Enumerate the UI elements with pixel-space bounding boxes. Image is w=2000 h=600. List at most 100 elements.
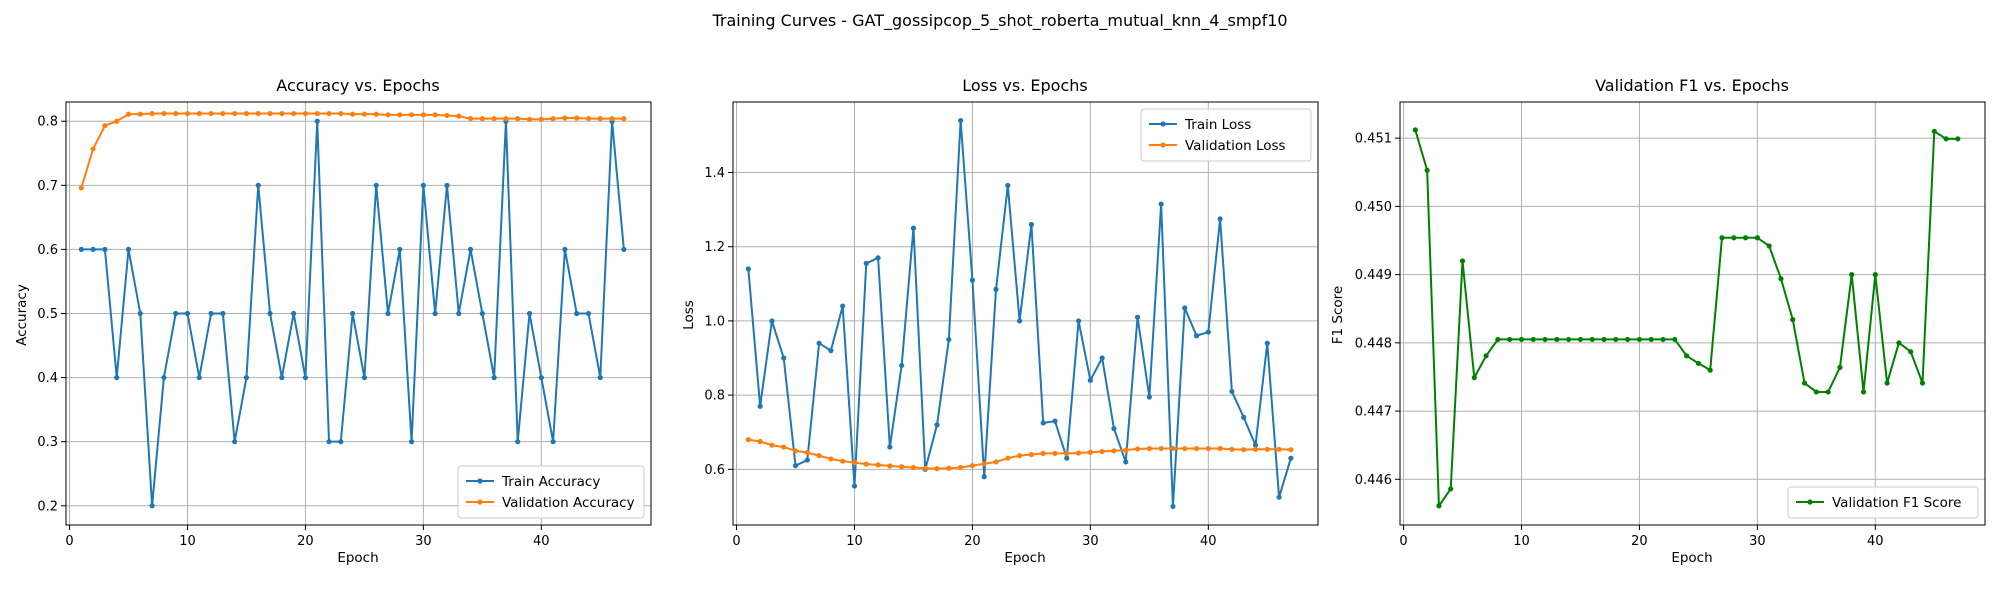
accuracy-data-point: [314, 118, 320, 124]
loss-data-point: [1205, 329, 1211, 335]
accuracy-data-point: [432, 310, 438, 317]
accuracy-data-point: [467, 246, 474, 253]
accuracy-grid: [66, 102, 651, 525]
loss-data-point: [1123, 459, 1129, 465]
f1-data-point: [1684, 353, 1690, 359]
accuracy-data-point: [444, 182, 450, 188]
f1-data-point: [1908, 349, 1914, 355]
f1-data-point: [1424, 167, 1430, 173]
loss-data-point: [1099, 448, 1105, 455]
loss-data-point: [899, 464, 905, 470]
f1-data-point: [1931, 128, 1937, 134]
f1-y-tick-label: 0.448: [1355, 336, 1392, 351]
loss-grid: [733, 102, 1318, 525]
loss-data-point: [1017, 453, 1023, 459]
accuracy-panel-title: Accuracy vs. Epochs: [276, 76, 439, 95]
accuracy-data-point: [232, 439, 238, 445]
accuracy-x-tick-label: 40: [533, 534, 550, 549]
accuracy-data-point: [350, 310, 356, 317]
accuracy-data-point: [621, 246, 627, 253]
accuracy-data-point: [243, 110, 250, 117]
f1-data-point: [1507, 336, 1513, 343]
loss-data-point: [899, 362, 905, 369]
loss-data-point: [1040, 450, 1046, 456]
loss-panel-title: Loss vs. Epochs: [962, 76, 1087, 95]
loss-x-axis-label: Epoch: [1004, 550, 1045, 566]
accuracy-y-tick-label: 0.7: [37, 179, 58, 194]
loss-data-point: [1040, 420, 1046, 426]
f1-x-tick-label: 0: [1399, 534, 1407, 549]
loss-data-point: [946, 465, 952, 471]
f1-data-point: [1495, 336, 1501, 343]
loss-data-point: [1075, 318, 1082, 324]
loss-data-point: [1193, 333, 1200, 339]
accuracy-data-point: [562, 246, 568, 253]
f1-data-point: [1801, 380, 1808, 386]
f1-data-point: [1648, 336, 1654, 343]
accuracy-x-tick-label: 30: [415, 534, 432, 549]
loss-data-point: [745, 437, 751, 443]
accuracy-data-point: [90, 146, 96, 152]
f1-x-tick-label: 40: [1867, 534, 1884, 549]
f1-data-point: [1412, 127, 1418, 133]
f1-data-point: [1530, 336, 1536, 343]
f1-data-point: [1872, 272, 1878, 278]
accuracy-legend-marker: [477, 478, 483, 484]
loss-data-point: [1182, 445, 1188, 452]
f1-data-point: [1695, 360, 1701, 366]
f1-data-point: [1518, 336, 1525, 343]
loss-data-point: [887, 444, 893, 450]
loss-legend-label: Train Loss: [1184, 117, 1251, 133]
accuracy-data-point: [149, 110, 155, 117]
f1-data-point: [1884, 380, 1890, 386]
figure-title: Training Curves - GAT_gossipcop_5_shot_r…: [711, 11, 1287, 31]
accuracy-data-point: [574, 115, 580, 121]
loss-legend-label: Validation Loss: [1185, 138, 1286, 154]
accuracy-y-tick-label: 0.8: [37, 115, 58, 130]
accuracy-data-point: [526, 116, 533, 122]
loss-data-point: [993, 459, 999, 465]
loss-data-point: [1064, 455, 1070, 461]
loss-panel: Loss vs. Epochs Epoch Loss 0 10 20 30 40 0.6 0…: [681, 76, 1319, 566]
loss-data-point: [1229, 388, 1235, 395]
f1-data-point: [1660, 336, 1666, 343]
loss-y-tick-label: 0.8: [704, 389, 725, 404]
loss-data-point: [1146, 445, 1152, 452]
loss-data-point: [946, 336, 952, 343]
loss-data-point: [1028, 221, 1034, 228]
f1-x-tick-label: 30: [1749, 534, 1766, 549]
accuracy-data-point: [161, 110, 167, 117]
loss-data-point: [958, 464, 964, 471]
loss-data-point: [1170, 503, 1176, 510]
loss-data-point: [958, 117, 964, 124]
loss-data-point: [1146, 394, 1152, 400]
loss-x-tick-label: 40: [1200, 534, 1217, 549]
accuracy-data-point: [338, 439, 344, 445]
accuracy-data-point: [585, 116, 592, 122]
f1-axes-frame: [1399, 101, 1986, 526]
accuracy-y-tick-label: 0.6: [37, 243, 58, 258]
f1-data-point: [1754, 235, 1760, 241]
loss-data-point: [1170, 445, 1176, 452]
loss-data-point: [757, 438, 763, 445]
f1-x-tick-label: 10: [1513, 534, 1530, 549]
accuracy-data-point: [515, 439, 521, 445]
accuracy-x-axis-label: Epoch: [337, 550, 378, 566]
loss-data-point: [828, 348, 834, 354]
f1-data-point: [1636, 336, 1643, 343]
accuracy-data-point: [243, 374, 250, 381]
f1-data-point: [1566, 336, 1572, 343]
loss-data-point: [851, 460, 858, 466]
loss-data-point: [1229, 446, 1235, 452]
loss-data-point: [910, 464, 917, 471]
f1-data-point: [1483, 353, 1489, 359]
accuracy-data-point: [326, 110, 332, 117]
accuracy-data-point: [114, 118, 120, 124]
accuracy-data-point: [125, 246, 132, 253]
accuracy-data-point: [361, 111, 367, 117]
accuracy-data-point: [562, 115, 568, 121]
f1-data-point: [1707, 367, 1713, 373]
accuracy-data-point: [373, 111, 379, 117]
f1-y-tick-label: 0.450: [1355, 200, 1392, 215]
